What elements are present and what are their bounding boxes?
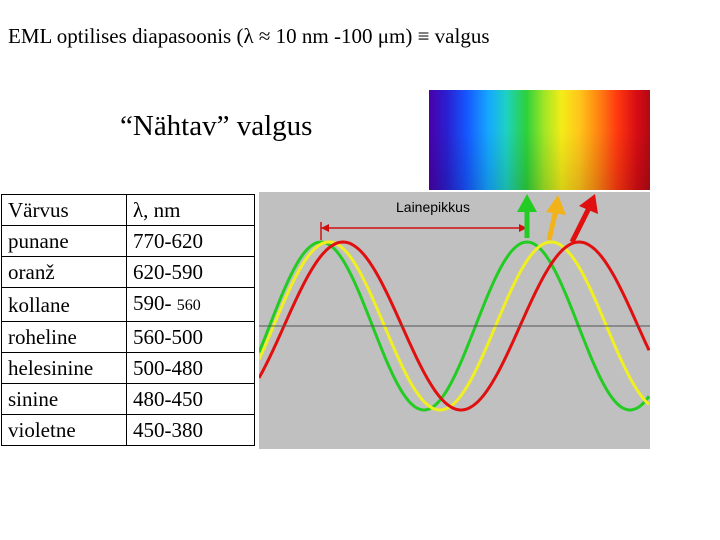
dimension-arrow-left xyxy=(321,224,329,232)
dimension-arrow-right xyxy=(519,224,527,232)
table-row: helesinine 500-480 xyxy=(1,352,255,384)
wavelength-range-extra: 560 xyxy=(176,297,201,314)
color-name: sinine xyxy=(1,383,127,415)
wavelength-label: Lainepikkus xyxy=(396,199,470,215)
page-subtitle: “Nähtav” valgus xyxy=(120,110,313,142)
color-name: punane xyxy=(1,225,127,257)
yellow-wave xyxy=(259,240,650,412)
table-row: roheline 560-500 xyxy=(1,321,255,353)
wavelength-range: 480-450 xyxy=(126,383,255,415)
visible-spectrum-bar xyxy=(429,90,650,190)
wave-diagram xyxy=(259,192,650,449)
table-header-row: Värvus λ, nm xyxy=(1,194,255,226)
color-name: helesinine xyxy=(1,352,127,384)
wavelength-range: 500-480 xyxy=(126,352,255,384)
table-row: violetne 450-380 xyxy=(1,414,255,446)
page-title: EML optilises diapasoonis (λ ≈ 10 nm -10… xyxy=(8,24,490,48)
wavelength-range: 590- xyxy=(133,291,172,315)
color-name: oranž xyxy=(1,256,127,288)
red-wave xyxy=(259,240,650,412)
color-name: roheline xyxy=(1,321,127,353)
waves-group xyxy=(259,240,650,412)
table-row: kollane 590- 560 xyxy=(1,287,255,322)
color-wavelength-table: Värvus λ, nm punane 770-620 oranž 620-59… xyxy=(1,194,255,446)
wavelength-range: 560-500 xyxy=(126,321,255,353)
wavelength-range: 450-380 xyxy=(126,414,255,446)
color-name: kollane xyxy=(1,287,127,322)
color-name: violetne xyxy=(1,414,127,446)
wavelength-range-cell: 590- 560 xyxy=(126,287,255,322)
header-color: Värvus xyxy=(1,194,127,226)
green-arrow-icon xyxy=(517,194,537,238)
header-wavelength: λ, nm xyxy=(126,194,255,226)
table-row: oranž 620-590 xyxy=(1,256,255,288)
table-row: punane 770-620 xyxy=(1,225,255,257)
red-arrow-icon xyxy=(569,194,598,244)
wave-diagram-svg xyxy=(259,194,650,412)
wavelength-range: 620-590 xyxy=(126,256,255,288)
yellow-arrow-icon xyxy=(546,195,566,241)
table-row: sinine 480-450 xyxy=(1,383,255,415)
wavelength-range: 770-620 xyxy=(126,225,255,257)
